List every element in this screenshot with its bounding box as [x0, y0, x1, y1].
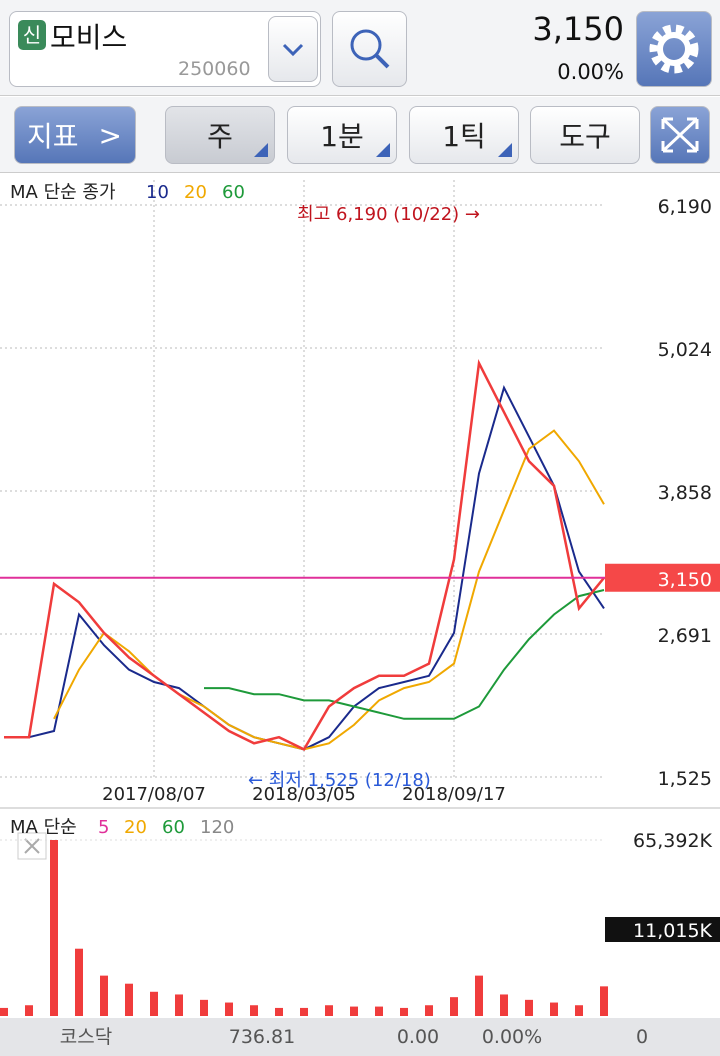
volume-bar: [575, 1005, 583, 1016]
minute-label: 1분: [320, 120, 364, 153]
volume-bar: [200, 999, 208, 1016]
volume-bar: [550, 1002, 558, 1016]
footer-rate: 0.00%: [482, 1026, 542, 1048]
y-tick-label: 6,190: [658, 196, 712, 218]
price-line: [4, 359, 605, 752]
volume-bar: [350, 1006, 358, 1016]
indicator-label: 지표: [27, 120, 79, 153]
chevron: >: [98, 118, 122, 152]
stock-name: 모비스: [50, 21, 128, 54]
x-tick-label: 2018/09/17: [402, 784, 506, 805]
dropdown-button[interactable]: [268, 16, 318, 82]
volume-bar: [425, 1005, 433, 1016]
volume-bar: [100, 975, 108, 1016]
badge: 신: [18, 20, 46, 50]
volume-bar: [525, 999, 533, 1016]
close-icon: [24, 838, 40, 854]
volume-bar: [600, 986, 608, 1016]
volume-bar: [325, 1005, 333, 1016]
footer-index: 736.81: [229, 1026, 295, 1048]
tools-label: 도구: [559, 120, 611, 153]
y-tick-label: 1,525: [658, 768, 712, 790]
period-button[interactable]: 주: [165, 106, 275, 164]
footer-change: 0.00: [397, 1026, 439, 1048]
volume-bar: [75, 948, 83, 1016]
volume-bar: [375, 1006, 383, 1016]
current-price-label: 3,150: [658, 569, 712, 591]
expand-button[interactable]: [650, 106, 710, 164]
legend-entry: 20: [184, 182, 207, 203]
footer-volume: 0: [636, 1026, 648, 1048]
volume-bar: [250, 1005, 258, 1016]
volume-bar: [50, 840, 58, 1016]
stock-code: 250060: [178, 58, 251, 80]
volume-bar: [450, 997, 458, 1016]
search-icon: [350, 29, 390, 69]
tick-label: 1틱: [442, 120, 486, 153]
volume-bar: [0, 1007, 8, 1016]
low-note: ← 최저 1,525 (12/18): [248, 770, 431, 791]
volume-bar: [225, 1002, 233, 1016]
volume-legend-entry: 20: [124, 817, 147, 838]
legend-entry: 10: [146, 182, 169, 203]
legend-entry: 60: [222, 182, 245, 203]
minute-button[interactable]: 1분: [287, 106, 397, 164]
volume-legend-title: MA 단순: [10, 817, 77, 838]
dropdown-icon: [282, 43, 304, 57]
volume-legend-entry: 120: [200, 817, 234, 838]
gear-icon: [649, 24, 699, 74]
search-button[interactable]: [332, 11, 407, 87]
volume-bar: [500, 994, 508, 1016]
volume-current-label: 11,015K: [633, 920, 712, 942]
volume-bar: [25, 1005, 33, 1016]
volume-bar: [125, 983, 133, 1016]
tools-button[interactable]: 도구: [530, 106, 640, 164]
volume-legend-entry: 60: [162, 817, 185, 838]
ma-line: [53, 429, 605, 751]
settings-button[interactable]: [636, 11, 712, 87]
y-tick-label: 2,691: [658, 625, 712, 647]
ma-line: [204, 589, 605, 720]
volume-bar: [475, 975, 483, 1016]
legend-title: MA 단순 종가: [10, 182, 116, 203]
volume-tick-label: 65,392K: [633, 830, 712, 852]
period-label: 주: [207, 120, 233, 153]
indicator-button[interactable]: 지표 >: [14, 106, 136, 164]
volume-bar: [275, 1007, 283, 1016]
footer-market: 코스닥: [60, 1026, 112, 1048]
tick-button[interactable]: 1틱: [409, 106, 519, 164]
x-tick-label: 2017/08/07: [102, 784, 206, 805]
volume-current-box: [605, 917, 720, 942]
y-tick-label: 5,024: [658, 339, 712, 361]
expand-icon: [661, 117, 699, 153]
current-price-box: [605, 563, 720, 592]
volume-bar: [175, 994, 183, 1016]
volume-bar: [300, 1007, 308, 1016]
x-tick-label: 2018/03/05: [252, 784, 356, 805]
price: 3,150: [532, 10, 624, 48]
volume-bar: [150, 991, 158, 1016]
volume-legend-entry: 5: [98, 817, 109, 838]
change-rate: 0.00%: [557, 60, 624, 84]
ma-line: [28, 385, 605, 751]
footer-bar: [0, 1018, 720, 1056]
y-tick-label: 3,858: [658, 482, 712, 504]
volume-bar: [400, 1007, 408, 1016]
high-note: 최고 6,190 (10/22) →: [297, 204, 480, 225]
